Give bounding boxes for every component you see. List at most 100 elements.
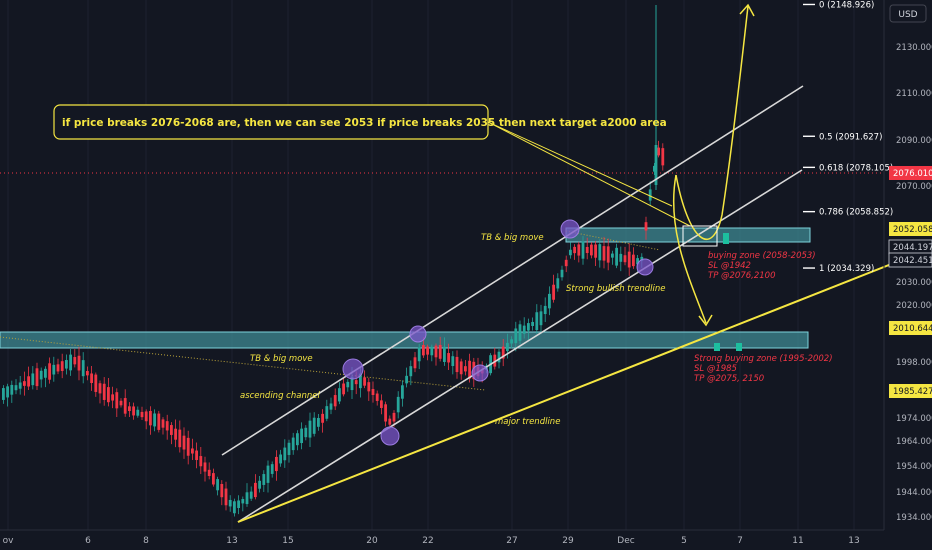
candle bbox=[367, 377, 371, 401]
candle bbox=[245, 483, 249, 507]
candle bbox=[136, 406, 140, 418]
candle bbox=[44, 366, 47, 388]
candle bbox=[52, 356, 56, 382]
price-tag-label: 2010.644 bbox=[893, 324, 932, 334]
currency-button[interactable] bbox=[889, 4, 927, 23]
candle bbox=[237, 495, 240, 515]
price-tag-p1: 2052.058 bbox=[889, 222, 932, 236]
y-tick-label: 1964.000 bbox=[896, 437, 932, 447]
buying-zone-band bbox=[565, 227, 811, 243]
y-tick-label: 1974.000 bbox=[896, 414, 932, 424]
fib-level: 0.5 (2091.627) bbox=[803, 132, 882, 142]
selection-box[interactable] bbox=[682, 225, 718, 247]
touch-circle bbox=[342, 358, 364, 380]
candle bbox=[270, 461, 274, 478]
candle bbox=[371, 381, 375, 403]
candle bbox=[161, 417, 165, 435]
candle bbox=[77, 346, 81, 381]
touch-circle bbox=[471, 364, 489, 382]
callout-box[interactable] bbox=[53, 104, 489, 140]
candle bbox=[615, 243, 618, 269]
price-tag-p3: 2042.451 bbox=[888, 252, 932, 268]
price-axis[interactable]: USD 2130.000 2110.000 2090.000 2070.000 2030… bbox=[883, 0, 932, 530]
x-tick-label: 13 bbox=[226, 536, 237, 546]
candle bbox=[258, 476, 261, 493]
candle bbox=[73, 349, 77, 368]
candle bbox=[401, 380, 404, 407]
x-tick-label: 5 bbox=[681, 536, 687, 546]
candle bbox=[405, 367, 408, 388]
fib-levels: 0 (2148.926) 0.5 (2091.627) 0.618 (2078.10… bbox=[803, 0, 893, 274]
candle bbox=[619, 246, 623, 272]
candle bbox=[170, 422, 173, 445]
price-tag-p2: 2044.197 bbox=[888, 239, 932, 255]
x-tick-label: 20 bbox=[366, 536, 378, 546]
currency-button-label: USD bbox=[898, 10, 917, 20]
candle bbox=[31, 366, 35, 390]
candle bbox=[447, 343, 450, 370]
candle bbox=[191, 438, 194, 460]
candle bbox=[102, 377, 106, 406]
candle bbox=[153, 409, 156, 432]
touch-circle bbox=[560, 219, 580, 239]
zone-marker-3 bbox=[736, 343, 742, 351]
candle bbox=[661, 143, 665, 171]
strong-buying-zone-line-3: TP @2075, 2150 bbox=[694, 374, 764, 384]
x-tick-label: 27 bbox=[506, 536, 517, 546]
zone-marker-2 bbox=[714, 343, 720, 351]
strong-buying-zone-note: Strong buying zone (1995-2002) SL @1985 … bbox=[694, 354, 833, 384]
candle bbox=[325, 399, 329, 422]
candle bbox=[262, 470, 266, 492]
candle bbox=[632, 247, 635, 269]
candle bbox=[157, 410, 161, 433]
candle bbox=[317, 414, 320, 431]
candle bbox=[409, 360, 413, 386]
candle bbox=[333, 388, 337, 411]
candle bbox=[107, 377, 110, 407]
candle bbox=[2, 385, 5, 404]
candle bbox=[199, 446, 203, 475]
x-tick-label: 29 bbox=[562, 536, 574, 546]
candle bbox=[522, 317, 526, 339]
candle bbox=[644, 216, 648, 240]
candle bbox=[648, 181, 652, 206]
candle bbox=[384, 401, 387, 427]
price-tag-label: 1985.427 bbox=[893, 387, 932, 397]
candle bbox=[602, 236, 606, 269]
candle bbox=[653, 162, 656, 176]
candle bbox=[493, 347, 497, 370]
y-tick-label: 2020.000 bbox=[896, 301, 932, 311]
candle bbox=[203, 456, 207, 482]
strong-buying-zone-line-2: SL @1985 bbox=[694, 364, 737, 374]
candle bbox=[598, 239, 602, 268]
callout-pointer-1 bbox=[487, 121, 673, 207]
candle bbox=[132, 402, 135, 420]
candle bbox=[426, 344, 429, 361]
buying-zone-line-2: SL @1942 bbox=[708, 261, 751, 271]
price-tags: 2076.010 2052.058 2044.197 2042.451 2010.644… bbox=[888, 166, 932, 398]
x-tick-label: 11 bbox=[792, 536, 803, 546]
candle bbox=[56, 358, 60, 375]
projection-down-path bbox=[672, 174, 707, 324]
price-tag-current: 2076.010 bbox=[889, 166, 932, 180]
dotted-trend-line-2 bbox=[565, 230, 661, 251]
candle bbox=[98, 380, 102, 404]
candle bbox=[48, 357, 51, 384]
fib-level-label: 1 (2034.329) bbox=[819, 264, 874, 274]
time-axis[interactable]: ov 6 8 13 15 20 22 27 29 Dec 5 7 11 13 bbox=[0, 529, 884, 546]
candle bbox=[144, 409, 148, 430]
candles bbox=[2, 5, 665, 517]
x-tick-label: ov bbox=[3, 536, 15, 546]
buying-zone-line-3: TP @2076,2100 bbox=[708, 271, 776, 281]
candle bbox=[569, 242, 572, 259]
candle bbox=[14, 379, 18, 395]
candle bbox=[585, 237, 589, 260]
candle bbox=[308, 412, 312, 447]
candle bbox=[581, 236, 585, 265]
candle bbox=[451, 351, 455, 375]
y-tick-label: 2070.000 bbox=[896, 182, 932, 192]
candle bbox=[90, 365, 93, 391]
candle bbox=[548, 286, 551, 316]
